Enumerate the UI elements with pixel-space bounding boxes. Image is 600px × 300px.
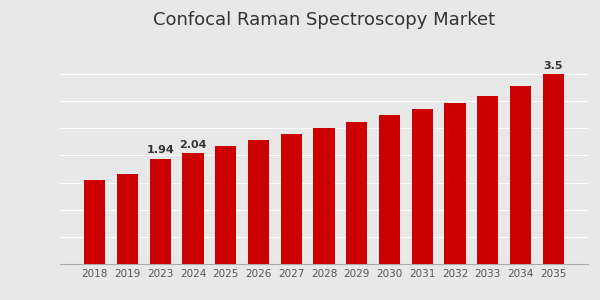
Bar xyxy=(281,134,302,264)
Bar xyxy=(543,74,564,264)
Bar xyxy=(477,96,499,264)
Bar xyxy=(313,128,335,264)
Bar xyxy=(510,86,531,264)
Text: 3.5: 3.5 xyxy=(544,61,563,71)
Title: Confocal Raman Spectroscopy Market: Confocal Raman Spectroscopy Market xyxy=(153,11,495,29)
Bar xyxy=(182,153,203,264)
Bar xyxy=(215,146,236,264)
Bar xyxy=(248,140,269,264)
Bar xyxy=(445,103,466,264)
Bar xyxy=(117,174,138,264)
Text: 1.94: 1.94 xyxy=(146,146,174,155)
Text: 2.04: 2.04 xyxy=(179,140,206,150)
Bar xyxy=(379,115,400,264)
Bar xyxy=(346,122,367,264)
Bar xyxy=(412,109,433,264)
Bar xyxy=(84,180,105,264)
Bar xyxy=(149,159,171,264)
